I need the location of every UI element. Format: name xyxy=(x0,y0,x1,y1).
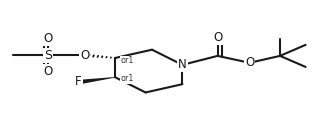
Text: O: O xyxy=(44,65,52,78)
Text: S: S xyxy=(44,49,52,62)
Polygon shape xyxy=(80,77,116,84)
Text: O: O xyxy=(44,32,52,45)
Text: or1: or1 xyxy=(121,74,134,83)
Text: O: O xyxy=(245,56,254,69)
Text: N: N xyxy=(178,58,187,71)
Text: F: F xyxy=(75,75,82,88)
Text: O: O xyxy=(80,49,89,62)
Text: O: O xyxy=(213,31,222,44)
Text: or1: or1 xyxy=(121,56,134,66)
